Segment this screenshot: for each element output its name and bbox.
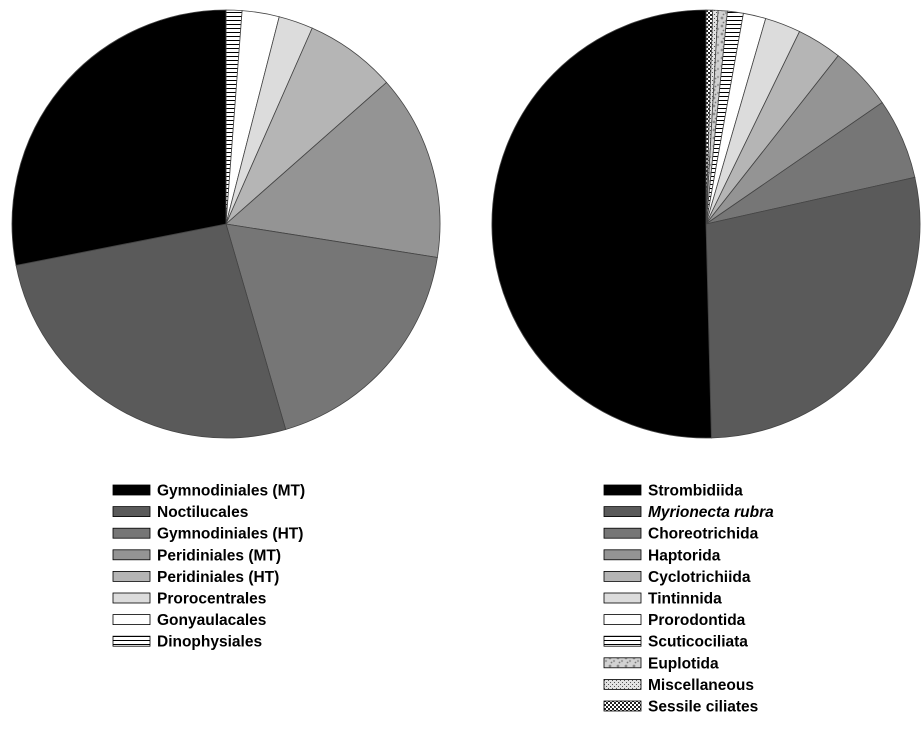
legend-item-gymnodiniales-ht: Gymnodiniales (HT) [112,526,303,543]
legend-swatch [603,549,642,561]
legend-label: Strombidiida [648,483,743,500]
legend-swatch [603,571,642,582]
legend-item-peridiniales-mt: Peridiniales (MT) [112,547,281,564]
legend-item-prorocentrales: Prorocentrales [112,591,266,608]
legend-label: Cyclotrichiida [648,569,751,586]
legend-item-gymnodiniales-mt: Gymnodiniales (MT) [112,483,305,500]
legend-swatch [603,506,642,518]
legend-label: Prorocentrales [157,591,266,608]
legend-swatch [112,549,151,561]
legend-swatch [603,700,642,712]
legend-item-cyclotrichiida: Cyclotrichiida [603,569,751,586]
legend-item-miscellaneous: Miscellaneous [603,677,754,694]
pie-slice-noctilucales [15,223,287,439]
legend-label: Dinophysiales [157,634,262,651]
legend-label: Gymnodiniales (MT) [157,483,305,500]
legend-item-dinophysiales: Dinophysiales [112,634,262,651]
legend-item-choreotrichida: Choreotrichida [603,526,759,543]
legend-swatch [112,592,151,604]
legend-swatch [112,571,151,582]
legend-item-myrionecta-rubra: Myrionecta rubra [603,504,774,521]
legend-label: Prorodontida [648,612,746,629]
legend-swatch [603,527,642,539]
legend-item-prorodontida: Prorodontida [603,612,746,629]
legend-swatch [603,679,642,690]
legend-item-strombidiida: Strombidiida [603,483,743,500]
legend-label: Noctilucales [157,504,248,521]
legend-item-peridiniales-ht: Peridiniales (HT) [112,569,279,586]
dinoflagellate-pie-chart [11,9,441,439]
legend-label: Euplotida [648,655,719,672]
pie-slice-myrionecta-rubra [705,176,921,439]
legend-swatch [603,484,642,496]
legend-label: Haptorida [648,547,721,564]
legend-item-tintinnida: Tintinnida [603,591,722,608]
legend-swatch [112,614,151,625]
legend-swatch [603,657,642,669]
pie-slice-strombidiida [491,9,712,439]
legend-item-noctilucales: Noctilucales [112,504,248,521]
legend-label: Scuticociliata [648,634,748,651]
legend-label: Gymnodiniales (HT) [157,526,303,543]
legend-label: Sessile ciliates [648,699,758,716]
legend-label: Gonyaulacales [157,612,266,629]
legend-item-scuticociliata: Scuticociliata [603,634,748,651]
legend-swatch [603,635,642,647]
legend-label: Miscellaneous [648,677,754,694]
ciliate-pie-chart [491,9,921,439]
legend-label: Peridiniales (HT) [157,569,279,586]
pie-slice-gymnodiniales-mt [11,9,227,266]
legend-item-euplotida: Euplotida [603,655,719,672]
ciliate-legend: Strombidiida Myrionecta rubra Choreotrichi… [603,483,774,716]
legend-item-gonyaulacales: Gonyaulacales [112,612,266,629]
legend-label: Tintinnida [648,591,722,608]
legend-item-haptorida: Haptorida [603,547,721,564]
legend-swatch [112,635,151,647]
legend-label: Myrionecta rubra [648,504,774,521]
legend-swatch [112,484,151,496]
pie-slice-peridiniales-mt [225,81,441,258]
legend-swatch [112,506,151,518]
legend-swatch [603,592,642,604]
dinoflagellate-legend: Gymnodiniales (MT) Noctilucales Gymnodinia… [112,483,305,651]
legend-item-sessile-ciliates: Sessile ciliates [603,699,758,716]
pie-slice-gymnodiniales-ht [225,223,438,430]
legend-swatch [603,614,642,625]
legend-label: Peridiniales (MT) [157,547,281,564]
legend-label: Choreotrichida [648,526,759,543]
legend-swatch [112,527,151,539]
